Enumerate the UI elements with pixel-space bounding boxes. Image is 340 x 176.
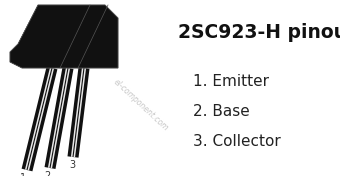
Polygon shape	[10, 5, 118, 68]
Text: 2. Base: 2. Base	[193, 105, 250, 120]
Text: 1: 1	[20, 173, 26, 176]
Text: 3: 3	[69, 160, 75, 170]
Text: 1. Emitter: 1. Emitter	[193, 74, 269, 90]
Polygon shape	[10, 5, 118, 68]
Text: 2SC923-H pinout: 2SC923-H pinout	[178, 23, 340, 42]
Text: el-component.com: el-component.com	[112, 77, 170, 133]
Text: 3. Collector: 3. Collector	[193, 134, 281, 149]
Text: 2: 2	[44, 171, 50, 176]
